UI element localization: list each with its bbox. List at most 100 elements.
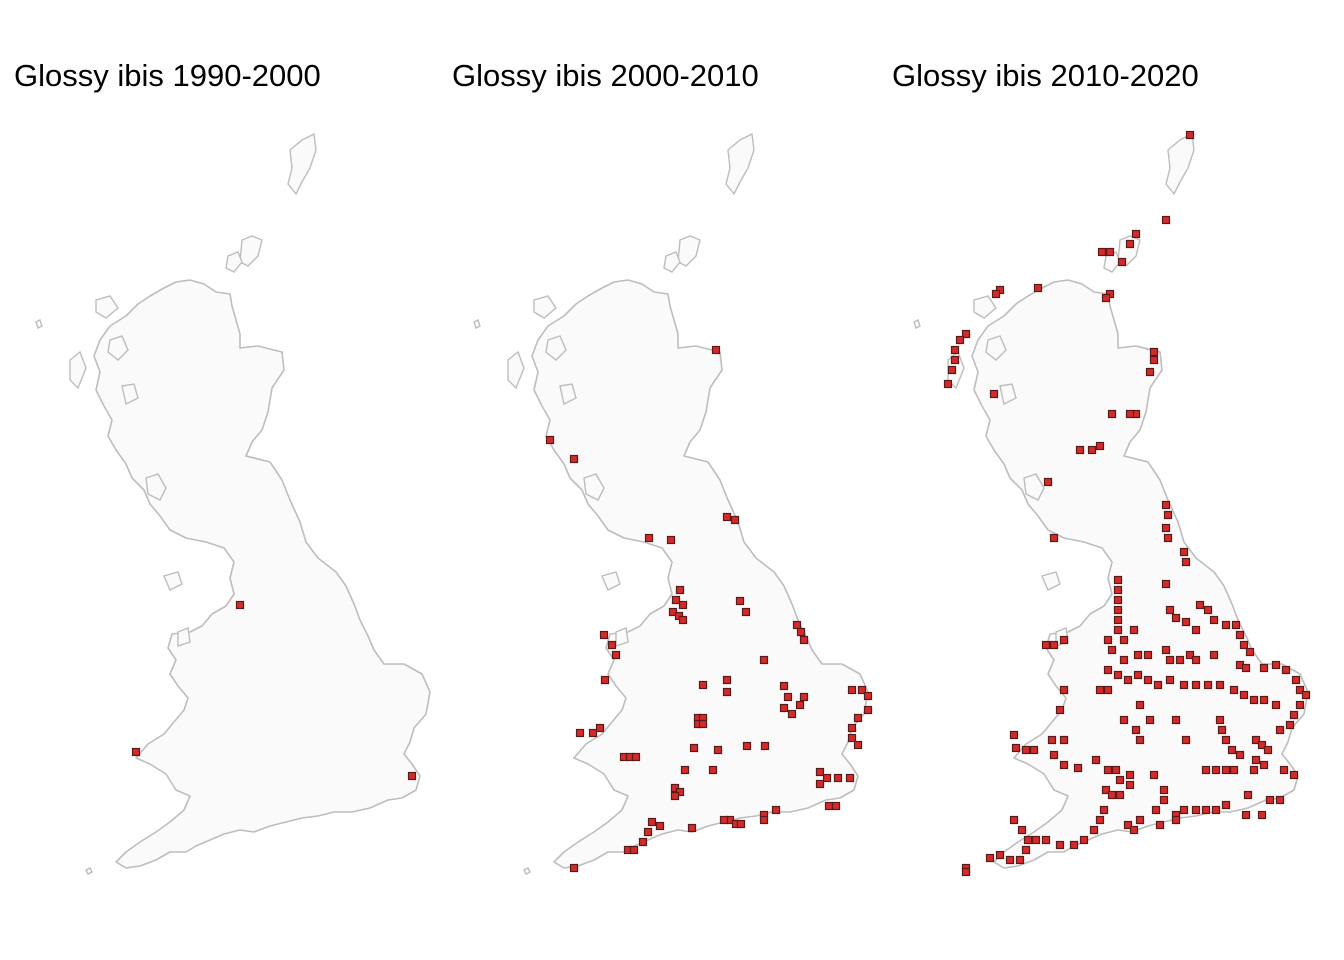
- island-outline: [507, 350, 525, 390]
- record-square: [722, 675, 732, 685]
- record-square: [1161, 523, 1171, 533]
- record-square: [1251, 755, 1261, 765]
- island-outline: [1165, 132, 1195, 196]
- record-square: [1159, 785, 1169, 795]
- record-square: [1215, 680, 1225, 690]
- record-square: [1143, 650, 1153, 660]
- record-square: [1145, 715, 1155, 725]
- record-square: [779, 703, 789, 713]
- record-square: [1103, 765, 1113, 775]
- record-square: [1181, 617, 1191, 627]
- record-square: [1133, 670, 1143, 680]
- record-square: [961, 329, 971, 339]
- record-square: [759, 815, 769, 825]
- record-square: [644, 533, 654, 543]
- panel-title: Glossy ibis 2010-2020: [892, 58, 1199, 93]
- record-square: [1257, 810, 1267, 820]
- record-square: [1221, 800, 1231, 810]
- record-square: [1161, 500, 1171, 510]
- record-square: [1257, 740, 1267, 750]
- record-square: [1073, 763, 1083, 773]
- record-square: [1289, 770, 1299, 780]
- record-square: [985, 853, 995, 863]
- record-square: [1017, 825, 1027, 835]
- island-outline: [985, 335, 1007, 361]
- record-square: [1145, 367, 1155, 377]
- record-square: [1129, 625, 1139, 635]
- record-square: [847, 685, 857, 695]
- record-square: [1113, 575, 1123, 585]
- record-square: [1161, 645, 1171, 655]
- island-outline: [913, 319, 921, 329]
- record-square: [1221, 620, 1231, 630]
- record-square: [1103, 635, 1113, 645]
- record-square: [1113, 605, 1123, 615]
- record-square: [670, 791, 680, 801]
- record-square: [666, 535, 676, 545]
- record-square: [1295, 685, 1305, 695]
- record-square: [1211, 765, 1221, 775]
- record-square: [569, 863, 579, 873]
- island-outline: [1023, 473, 1045, 501]
- record-square: [680, 765, 690, 775]
- gb-mainland: [531, 279, 869, 869]
- record-square: [1049, 533, 1059, 543]
- record-square: [1221, 765, 1231, 775]
- record-square: [1165, 675, 1175, 685]
- record-square: [1095, 685, 1105, 695]
- island-outline: [473, 319, 481, 329]
- record-square: [1249, 695, 1259, 705]
- record-square: [1163, 510, 1173, 520]
- record-square: [1209, 650, 1219, 660]
- record-square: [741, 607, 751, 617]
- record-square: [1259, 760, 1269, 770]
- record-square: [1163, 533, 1173, 543]
- record-square: [1087, 445, 1097, 455]
- record-square: [815, 767, 825, 777]
- record-square: [796, 627, 806, 637]
- island-outline: [225, 251, 243, 273]
- record-square: [771, 805, 781, 815]
- record-square: [647, 817, 657, 827]
- record-square: [863, 705, 873, 715]
- panel-title: Glossy ibis 1990-2000: [14, 58, 321, 93]
- record-square: [631, 752, 641, 762]
- record-square: [857, 685, 867, 695]
- record-square: [1023, 835, 1033, 845]
- record-square: [1171, 613, 1181, 623]
- island-outline: [145, 473, 167, 501]
- record-square: [799, 635, 809, 645]
- record-square: [1185, 650, 1195, 660]
- record-square: [1047, 735, 1057, 745]
- record-square: [1069, 840, 1079, 850]
- record-square: [1231, 620, 1241, 630]
- record-square: [1281, 665, 1291, 675]
- record-square: [799, 692, 809, 702]
- island-outline: [725, 132, 755, 196]
- record-square: [1185, 130, 1195, 140]
- record-square: [1191, 625, 1201, 635]
- record-square: [1241, 663, 1251, 673]
- record-square: [1113, 670, 1123, 680]
- record-square: [1021, 845, 1031, 855]
- record-square: [1201, 765, 1211, 775]
- island-outline: [615, 627, 629, 647]
- record-square: [1165, 605, 1175, 615]
- record-square: [689, 743, 699, 753]
- record-square: [407, 771, 417, 781]
- gb-map: [473, 132, 873, 875]
- record-square: [1209, 615, 1219, 625]
- island-outline: [663, 251, 681, 273]
- record-square: [1131, 229, 1141, 239]
- record-square: [853, 740, 863, 750]
- record-square: [1211, 805, 1221, 815]
- record-square: [1159, 795, 1169, 805]
- record-square: [671, 595, 681, 605]
- record-square: [1149, 355, 1159, 365]
- record-square: [1021, 745, 1031, 755]
- record-square: [845, 773, 855, 783]
- island-outline: [95, 295, 119, 319]
- record-square: [1129, 825, 1139, 835]
- record-square: [1101, 785, 1111, 795]
- gb-mainland: [93, 279, 431, 869]
